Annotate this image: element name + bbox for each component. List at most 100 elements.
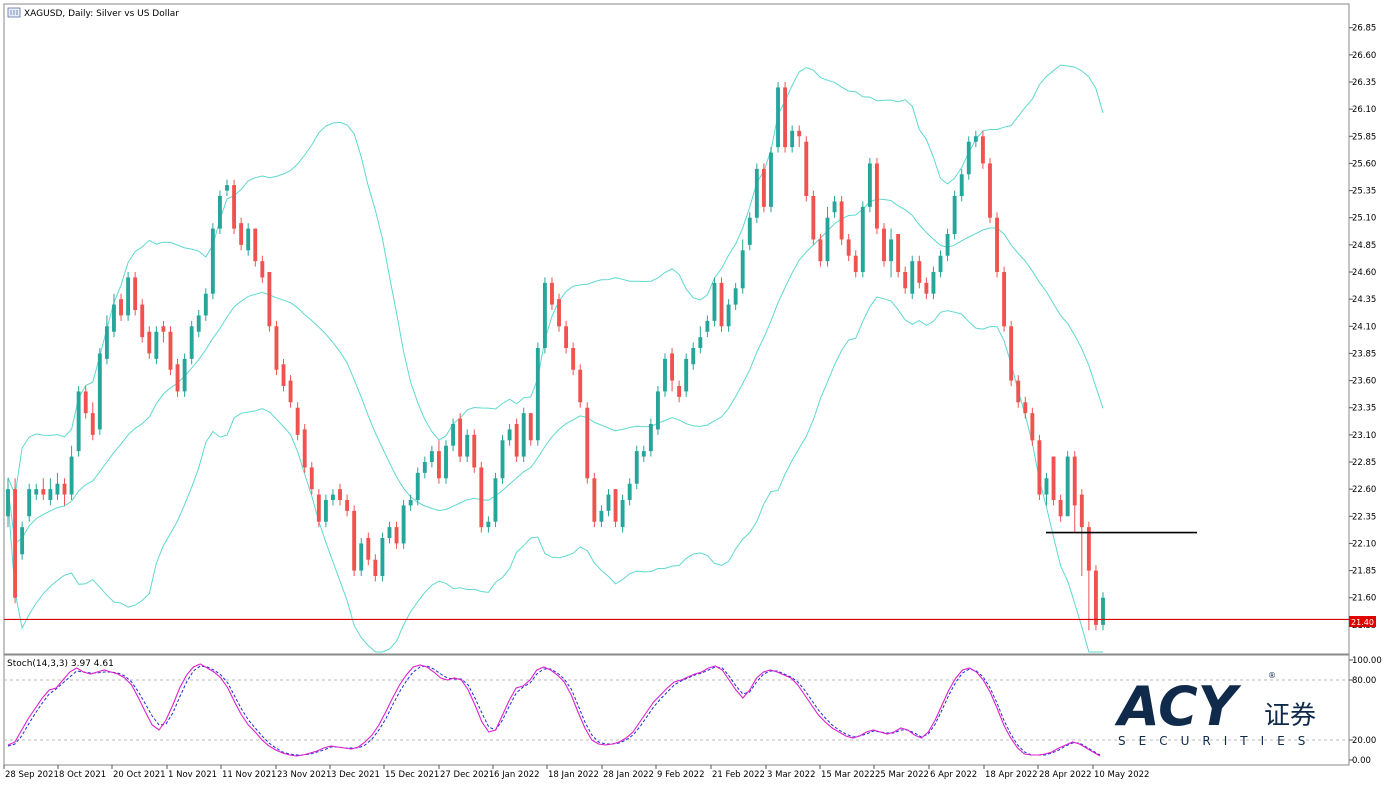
candle-body: [592, 478, 597, 522]
candle: [712, 277, 717, 327]
logo-chinese: 证券: [1264, 701, 1316, 731]
candle-body: [945, 234, 950, 256]
candle: [995, 212, 999, 278]
candle-body: [966, 141, 971, 175]
candle: [288, 375, 293, 408]
price-axis: 26.85 26.60 26.35 26.10 25.85 25.60 25.35 25.10…: [1349, 24, 1376, 631]
bollinger-bands: [7, 64, 1104, 653]
candle: [444, 440, 448, 484]
candle-body: [1065, 456, 1070, 517]
candle-body: [133, 277, 138, 310]
candle: [945, 228, 950, 262]
candle: [592, 472, 597, 528]
candle: [429, 445, 434, 468]
candle: [818, 234, 823, 267]
price-tick-label: 22.85: [1352, 458, 1376, 468]
acy-securities-logo: ACY 证券 SECURITIES ®: [1114, 671, 1316, 748]
candle: [1101, 592, 1105, 631]
candle-body: [246, 228, 251, 251]
candle: [182, 353, 187, 397]
candle: [1037, 434, 1042, 500]
candle-body: [239, 223, 244, 245]
time-tick-label: 1 Nov 2021: [168, 770, 217, 780]
candle: [281, 358, 286, 392]
candle: [670, 348, 675, 392]
candle-body: [846, 239, 851, 256]
candle-body: [550, 282, 554, 305]
candle-body: [896, 234, 901, 272]
candle: [677, 380, 682, 403]
candle: [13, 478, 18, 604]
candle: [627, 478, 632, 506]
candle-body: [1101, 597, 1105, 625]
candle-body: [465, 434, 470, 457]
price-tick-label: 26.10: [1352, 105, 1376, 115]
candle-body: [13, 489, 18, 598]
candle-body: [924, 282, 929, 294]
stoch-title: Stoch(14,3,3) 3.97 4.61: [7, 659, 114, 669]
candle-body: [154, 331, 159, 359]
candle-body: [740, 250, 745, 289]
candle: [76, 386, 81, 457]
candle: [1009, 320, 1014, 386]
candle: [811, 190, 816, 245]
time-tick-label: 27 Dec 2021: [440, 770, 494, 780]
candle-body: [210, 228, 215, 294]
candle: [585, 402, 590, 484]
candle: [394, 521, 399, 549]
candle: [168, 326, 173, 376]
candle: [1093, 565, 1098, 631]
candle-body: [203, 293, 208, 316]
candle: [1023, 396, 1028, 419]
candle: [578, 364, 583, 408]
candle-body: [663, 358, 667, 392]
candle-body: [196, 315, 201, 332]
candle-body: [69, 456, 74, 495]
candle-body: [917, 261, 922, 283]
candle: [924, 277, 929, 300]
candle-body: [408, 500, 413, 506]
candle-body: [267, 272, 272, 327]
time-tick-label: 28 Sep 2021: [5, 770, 59, 780]
candle: [783, 82, 788, 153]
price-tick-label: 23.10: [1352, 431, 1376, 441]
candle: [599, 505, 604, 528]
candle-body: [429, 451, 434, 462]
candle: [436, 440, 441, 484]
candle: [535, 342, 540, 446]
candle-body: [352, 510, 357, 571]
candle-body: [670, 353, 675, 381]
candle-body: [253, 228, 258, 262]
candle: [1058, 494, 1063, 522]
candle-body: [578, 369, 583, 403]
candle-body: [1023, 402, 1028, 414]
candle-body: [90, 413, 95, 435]
candle-body: [874, 163, 879, 229]
candle-body: [931, 272, 936, 294]
time-tick-label: 20 Oct 2021: [113, 770, 166, 780]
candle-body: [126, 277, 131, 316]
candle-body: [401, 505, 406, 544]
candle-body: [606, 494, 611, 511]
candle: [154, 326, 159, 365]
candle-body: [225, 185, 229, 191]
candle: [41, 478, 46, 500]
candle: [62, 478, 67, 506]
candle: [140, 299, 145, 343]
candle-body: [571, 348, 576, 370]
price-tick-label: 25.60: [1352, 159, 1376, 169]
candle: [853, 250, 858, 278]
candle: [338, 483, 342, 506]
candle: [938, 250, 943, 278]
candle-body: [776, 87, 780, 148]
time-tick-label: 6 Apr 2022: [930, 770, 977, 780]
bollinger-lower: [7, 296, 1103, 653]
candle-body: [839, 201, 844, 240]
bollinger-middle: [7, 198, 1104, 545]
candle: [331, 489, 335, 506]
candle-body: [189, 326, 194, 359]
candle: [1051, 456, 1056, 506]
candle: [260, 255, 265, 283]
candle: [246, 223, 251, 256]
